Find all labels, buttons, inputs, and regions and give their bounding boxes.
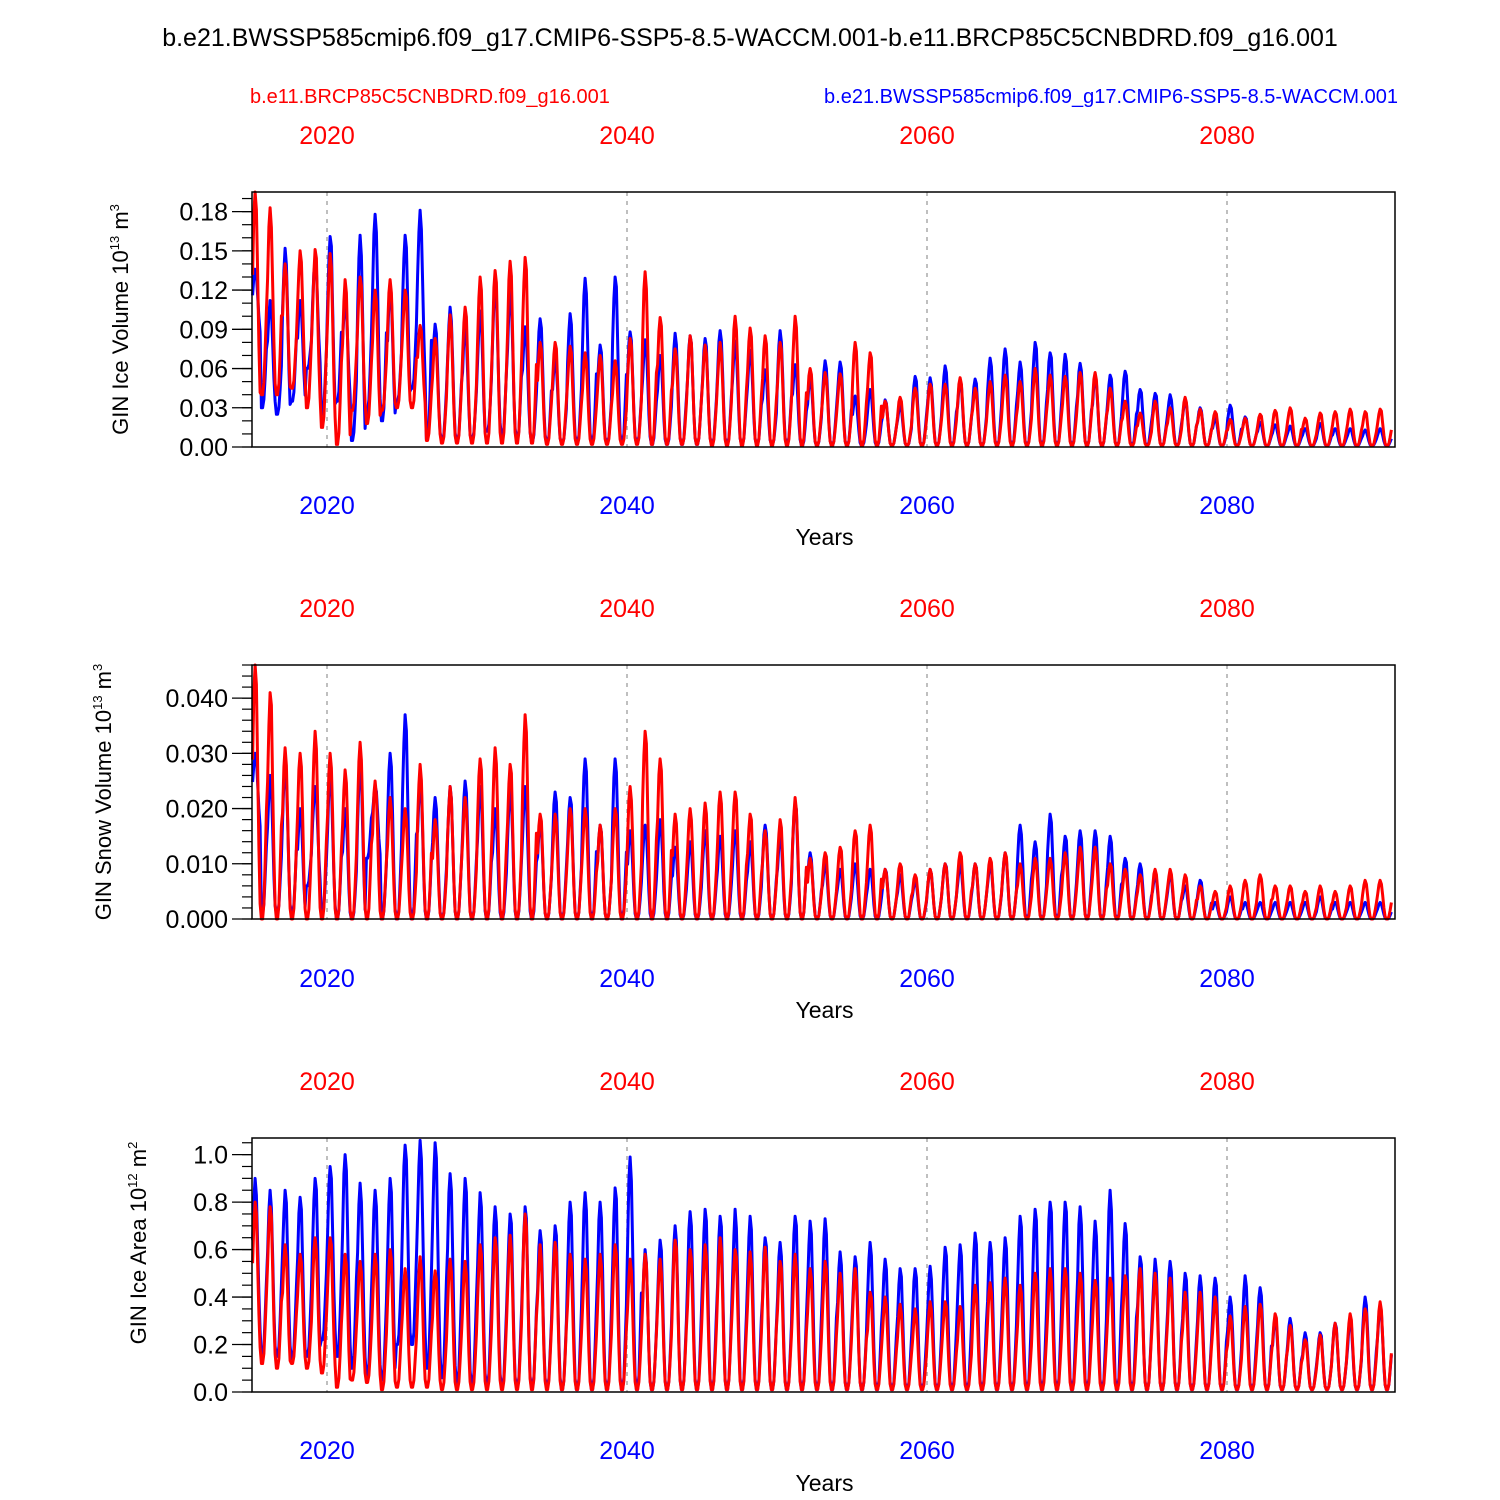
x-tick-label-top: 2040 xyxy=(599,122,655,150)
y-tick-label: 0.040 xyxy=(165,685,228,713)
x-tick-label-bottom: 2040 xyxy=(599,1437,655,1465)
x-tick-label-top: 2060 xyxy=(899,122,955,150)
x-tick-label-top: 2020 xyxy=(299,1068,355,1096)
legend-case-blue: b.e21.BWSSP585cmip6.f09_g17.CMIP6-SSP5-8… xyxy=(824,86,1398,108)
panel-2: 2020 2020 2040 2040 2060 2060 2080 2080 Years 0.0… xyxy=(90,595,1396,1023)
x-tick-label-top: 2020 xyxy=(299,122,355,150)
x-tick-label-top: 2060 xyxy=(899,1068,955,1096)
y-axis-label-text: GIN Ice Area 10 xyxy=(126,1188,151,1345)
panels-container: 2020 2020 2040 2040 2060 2060 2080 2080 Years 0.0… xyxy=(90,122,1396,1496)
plot-frame xyxy=(251,1137,1396,1393)
y-axis-label: GIN Snow Volume 1013 m3 xyxy=(90,664,116,921)
y-tick-label: 0.010 xyxy=(165,851,228,879)
y-tick-label: 0.12 xyxy=(179,277,228,305)
x-tick-label-top: 2080 xyxy=(1199,122,1255,150)
y-axis-label-unit-exp: 3 xyxy=(90,664,105,671)
x-axis-label: Years xyxy=(796,997,854,1023)
y-tick-label: 0.09 xyxy=(179,316,228,344)
y-tick-label: 0.2 xyxy=(193,1332,228,1360)
x-tick-label-bottom: 2040 xyxy=(599,965,655,993)
series-line-red xyxy=(251,190,1393,448)
x-tick-label-bottom: 2080 xyxy=(1199,1437,1255,1465)
legend-case-red: b.e11.BRCP85C5CNBDRD.f09_g16.001 xyxy=(250,86,610,108)
x-axis-label: Years xyxy=(796,1470,854,1496)
x-tick-label-top: 2020 xyxy=(299,595,355,623)
y-axis-label-unit: m xyxy=(108,211,133,235)
y-axis-label: GIN Ice Area 1012 m2 xyxy=(125,1142,151,1345)
x-tick-label-bottom: 2080 xyxy=(1199,965,1255,993)
y-tick-label: 0.00 xyxy=(179,434,228,462)
y-tick-label: 0.0 xyxy=(193,1379,228,1407)
y-axis-label-text: GIN Ice Volume 10 xyxy=(108,250,133,435)
x-tick-label-top: 2040 xyxy=(599,1068,655,1096)
y-tick-label: 1.0 xyxy=(193,1142,228,1170)
x-tick-label-bottom: 2080 xyxy=(1199,492,1255,520)
series-line-red xyxy=(251,663,1393,921)
x-tick-label-bottom: 2020 xyxy=(299,492,355,520)
x-tick-label-top: 2080 xyxy=(1199,1068,1255,1096)
y-tick-label: 0.03 xyxy=(179,395,228,423)
y-tick-label: 0.030 xyxy=(165,740,228,768)
x-tick-label-top: 2080 xyxy=(1199,595,1255,623)
panel-3: 2020 2020 2040 2040 2060 2060 2080 2080 Years 0.0… xyxy=(125,1068,1396,1496)
panel-1: 2020 2020 2040 2040 2060 2060 2080 2080 Years 0.0… xyxy=(107,122,1396,550)
x-tick-label-bottom: 2040 xyxy=(599,492,655,520)
series-line-red xyxy=(251,1200,1393,1392)
y-axis-label-text: GIN Snow Volume 10 xyxy=(91,710,116,920)
x-tick-label-top: 2060 xyxy=(899,595,955,623)
y-tick-label: 0.8 xyxy=(193,1189,228,1217)
x-tick-label-bottom: 2020 xyxy=(299,1437,355,1465)
x-tick-label-bottom: 2020 xyxy=(299,965,355,993)
figure-title: b.e21.BWSSP585cmip6.f09_g17.CMIP6-SSP5-8… xyxy=(162,24,1338,52)
plot-frame xyxy=(251,664,1396,920)
y-axis-label-unit-exp: 2 xyxy=(125,1142,140,1149)
x-tick-label-bottom: 2060 xyxy=(899,965,955,993)
y-tick-label: 0.06 xyxy=(179,356,228,384)
x-tick-label-top: 2040 xyxy=(599,595,655,623)
y-axis-label-unit-exp: 3 xyxy=(107,204,122,211)
y-tick-label: 0.18 xyxy=(179,199,228,227)
plot-frame xyxy=(251,191,1396,448)
x-tick-label-bottom: 2060 xyxy=(899,492,955,520)
y-tick-label: 0.4 xyxy=(193,1284,228,1312)
x-tick-label-bottom: 2060 xyxy=(899,1437,955,1465)
y-tick-label: 0.000 xyxy=(165,906,228,934)
y-axis-label-scale-exp: 13 xyxy=(90,695,105,709)
y-axis-label-unit: m xyxy=(91,671,116,695)
x-axis-label: Years xyxy=(796,524,854,550)
y-axis-label: GIN Ice Volume 1013 m3 xyxy=(107,204,133,435)
y-tick-label: 0.6 xyxy=(193,1237,228,1265)
y-tick-label: 0.020 xyxy=(165,796,228,824)
y-tick-label: 0.15 xyxy=(179,238,228,266)
y-axis-label-scale-exp: 12 xyxy=(125,1173,140,1187)
y-axis-label-scale-exp: 13 xyxy=(107,236,122,250)
y-axis-label-unit: m xyxy=(126,1149,151,1173)
